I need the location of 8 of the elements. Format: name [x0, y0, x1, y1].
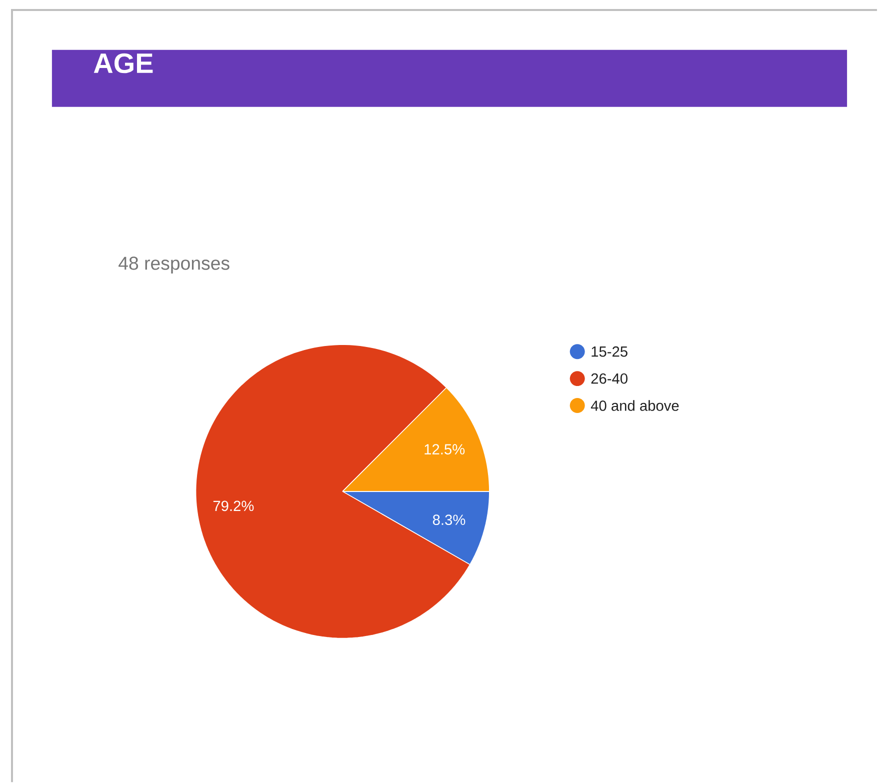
legend-label: 15-25 [592, 346, 628, 357]
chart-title: AGE [94, 53, 153, 74]
legend-label: 26-40 [591, 373, 628, 384]
data-label: 12.5% [424, 444, 465, 454]
data-label: 8.3% [432, 514, 466, 525]
data-label: 79.2% [213, 500, 254, 512]
legend-label: 40 and above [590, 400, 679, 411]
chart-subtitle: 48 responses [118, 256, 230, 274]
